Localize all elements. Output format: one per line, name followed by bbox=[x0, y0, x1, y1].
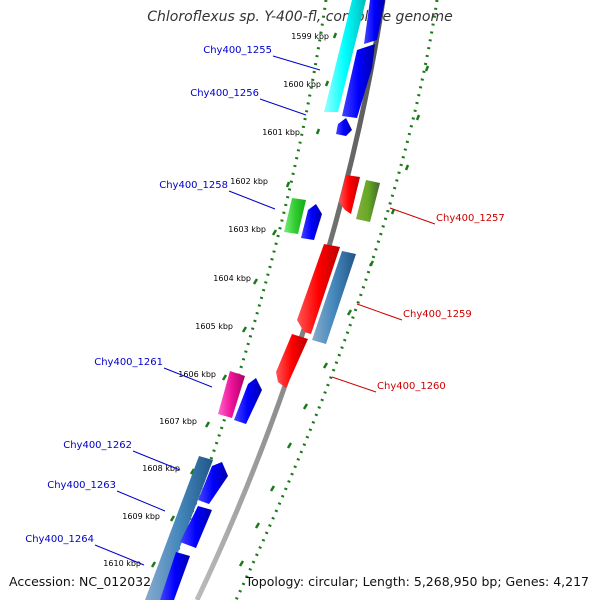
tick-label: 1603 kbp bbox=[228, 225, 266, 234]
gene-arrow-green[interactable] bbox=[284, 198, 306, 234]
gene-leader-line bbox=[272, 55, 321, 71]
gene-label[interactable]: Chy400_1260 bbox=[377, 381, 446, 392]
tick-label: 1599 kbp bbox=[291, 32, 329, 41]
gene-label[interactable]: Chy400_1258 bbox=[159, 180, 228, 191]
tick-label: 1602 kbp bbox=[230, 177, 268, 186]
gene-arrow-blue[interactable] bbox=[364, 0, 385, 44]
tick-label: 1600 kbp bbox=[283, 80, 321, 89]
gene-arrow-blue[interactable] bbox=[160, 552, 190, 600]
gene-label[interactable]: Chy400_1261 bbox=[94, 357, 163, 368]
tick-label: 1608 kbp bbox=[142, 464, 180, 473]
gene-leader-line bbox=[228, 190, 276, 210]
gene-arrow-blue[interactable] bbox=[342, 44, 375, 118]
gene-arrow-olive[interactable] bbox=[356, 180, 380, 222]
tick-label: 1610 kbp bbox=[103, 559, 141, 568]
tick-label: 1605 kbp bbox=[195, 322, 233, 331]
tick-label: 1601 kbp bbox=[262, 128, 300, 137]
gene-label[interactable]: Chy400_1255 bbox=[203, 45, 272, 56]
tick-label: 1606 kbp bbox=[178, 370, 216, 379]
tick-label: 1609 kbp bbox=[122, 512, 160, 521]
gene-label[interactable]: Chy400_1256 bbox=[190, 88, 259, 99]
gene-leader-line bbox=[389, 207, 436, 225]
gene-label[interactable]: Chy400_1263 bbox=[47, 480, 116, 491]
accession-text: Accession: NC_012032 bbox=[9, 574, 152, 589]
gene-label[interactable]: Chy400_1257 bbox=[436, 213, 505, 224]
gene-arrow-red[interactable] bbox=[339, 175, 360, 214]
gene-arrow-blue[interactable] bbox=[234, 378, 262, 424]
genome-summary-text: Topology: circular; Length: 5,268,950 bp… bbox=[245, 574, 589, 589]
gene-arrow-red[interactable] bbox=[297, 244, 340, 334]
gene-label[interactable]: Chy400_1259 bbox=[403, 309, 472, 320]
gene-leader-line bbox=[259, 98, 307, 116]
gene-arrow-steel[interactable] bbox=[145, 456, 213, 600]
gene-leader-line bbox=[94, 544, 145, 566]
gene-features bbox=[145, 0, 385, 600]
gene-arrow-blue[interactable] bbox=[198, 462, 228, 504]
gene-arrow-pink[interactable] bbox=[218, 371, 245, 418]
gene-arrow-blue[interactable] bbox=[336, 118, 352, 136]
gene-label[interactable]: Chy400_1262 bbox=[63, 440, 132, 451]
gene-arrow-blue[interactable] bbox=[180, 506, 212, 548]
gene-leader-line bbox=[331, 376, 377, 393]
gene-leader-line bbox=[356, 303, 403, 321]
gene-leader-line bbox=[163, 367, 213, 388]
gene-arrow-steel[interactable] bbox=[312, 251, 356, 344]
gene-leader-line bbox=[116, 490, 166, 512]
gene-labels: Chy400_1255 Chy400_1256 Chy400_1258 Chy400_… bbox=[25, 45, 505, 566]
tick-label: 1604 kbp bbox=[213, 274, 251, 283]
tick-label: 1607 kbp bbox=[159, 417, 197, 426]
gene-arrow-blue[interactable] bbox=[301, 204, 322, 240]
gene-leader-line bbox=[132, 450, 181, 471]
gene-arrow-cyan[interactable] bbox=[324, 0, 366, 112]
gene-label[interactable]: Chy400_1264 bbox=[25, 534, 94, 545]
tick-labels: 1599 kbp 1600 kbp 1601 kbp 1602 kbp 1603 kbp… bbox=[103, 32, 329, 568]
gene-arrow-red[interactable] bbox=[276, 334, 308, 388]
